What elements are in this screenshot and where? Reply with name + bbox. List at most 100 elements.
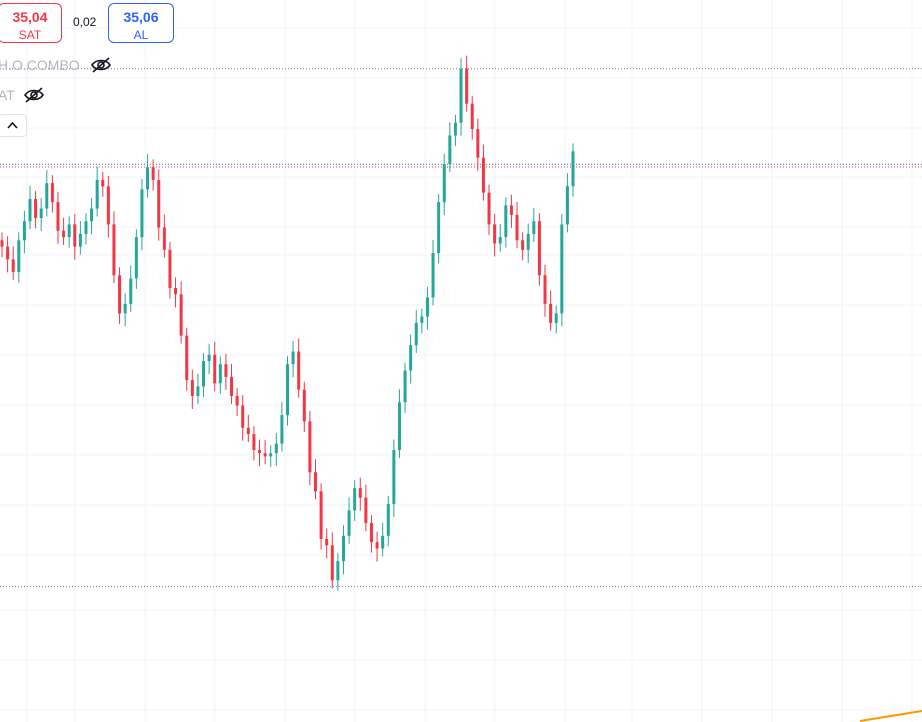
candle-body — [67, 224, 71, 238]
candle-body — [442, 164, 446, 203]
candle-body — [565, 186, 569, 225]
candle-body — [381, 535, 385, 549]
candle-body — [280, 415, 284, 444]
candle-body — [129, 278, 133, 304]
candle-body — [185, 335, 189, 381]
candle-body — [22, 221, 26, 241]
candle-body — [353, 488, 357, 511]
candle-body — [101, 179, 105, 187]
candle-body — [308, 421, 312, 473]
candle-body — [325, 538, 329, 546]
candle-body — [425, 297, 429, 317]
spread-value: 0,02 — [73, 15, 97, 29]
candle-body — [504, 205, 508, 238]
candle-body — [509, 205, 513, 215]
candle-body — [392, 450, 396, 505]
eye-crossed-icon[interactable] — [90, 56, 112, 74]
legend-row-at: AT — [0, 85, 45, 105]
orange-indicator-line — [859, 710, 922, 722]
candle-body — [330, 545, 334, 581]
candle-body — [95, 179, 99, 209]
reference-lines — [0, 68, 922, 588]
candle-body — [515, 214, 519, 241]
candle-body — [481, 157, 485, 193]
candle-body — [140, 189, 144, 238]
candle-body — [526, 233, 530, 250]
candle-body — [78, 233, 82, 247]
candle-body — [258, 450, 262, 454]
candle-body — [50, 183, 54, 203]
candle-body — [123, 303, 127, 314]
candle-body — [207, 354, 211, 362]
candle-body — [358, 488, 362, 498]
candle-body — [213, 354, 217, 384]
candle-body — [6, 246, 10, 260]
candle-body — [106, 186, 110, 225]
candle-body — [11, 259, 15, 273]
candle-body — [196, 386, 200, 396]
candle-body — [134, 237, 138, 279]
candle-body — [554, 313, 558, 323]
candle-body — [146, 167, 150, 190]
candle-body — [252, 434, 256, 451]
candle-body — [62, 230, 66, 238]
candle-body — [532, 221, 536, 234]
candle-body — [498, 237, 502, 244]
candle-body — [487, 192, 491, 225]
sell-price: 35,04 — [12, 9, 48, 25]
candle-body — [453, 122, 457, 136]
candle-body — [476, 129, 480, 158]
candle-body — [73, 224, 77, 247]
candle-body — [286, 364, 289, 416]
candle-body — [269, 453, 273, 457]
candle-body — [341, 535, 345, 562]
indicator-name: H.O.COMBO — [0, 57, 80, 73]
candle-body — [112, 224, 116, 276]
candle-body — [493, 224, 497, 244]
candle-body — [571, 151, 575, 187]
candle-body — [39, 208, 43, 219]
candle-body — [437, 202, 441, 254]
candle-series — [0, 55, 575, 591]
candle-body — [241, 405, 245, 428]
candle-body — [230, 376, 234, 396]
candle-body — [375, 542, 379, 549]
candle-body — [45, 183, 49, 209]
candle-body — [263, 453, 267, 457]
candle-body — [218, 364, 222, 384]
candle-body — [235, 395, 239, 406]
candle-body — [174, 287, 178, 295]
legend-row-combo: H.O.COMBO — [0, 55, 112, 75]
eye-crossed-icon[interactable] — [23, 86, 45, 104]
collapse-legend-button[interactable] — [0, 114, 27, 137]
candle-body — [560, 224, 564, 314]
candle-body — [420, 316, 424, 323]
candle-body — [470, 103, 474, 130]
indicator-name: AT — [0, 87, 15, 103]
sell-button[interactable]: 35,04 SAT — [0, 3, 62, 43]
candle-body — [17, 240, 21, 273]
candle-body — [543, 275, 547, 304]
candle-body — [409, 345, 413, 371]
candle-body — [118, 275, 122, 314]
candle-body — [297, 351, 301, 390]
candle-body — [537, 221, 541, 276]
candle-body — [168, 249, 172, 288]
candle-body — [28, 198, 32, 222]
candle-body — [414, 322, 418, 346]
candle-body — [0, 240, 4, 247]
candle-body — [448, 135, 452, 165]
chevron-up-icon — [7, 121, 18, 129]
candle-body — [291, 351, 295, 365]
candle-body — [202, 361, 206, 387]
buy-button[interactable]: 35,06 AL — [108, 3, 174, 43]
candle-body — [549, 303, 553, 323]
candle-body — [336, 561, 340, 581]
candle-body — [302, 389, 306, 422]
candle-body — [56, 202, 60, 231]
candle-body — [347, 510, 351, 536]
candle-body — [364, 497, 368, 524]
buy-label: AL — [133, 28, 149, 42]
